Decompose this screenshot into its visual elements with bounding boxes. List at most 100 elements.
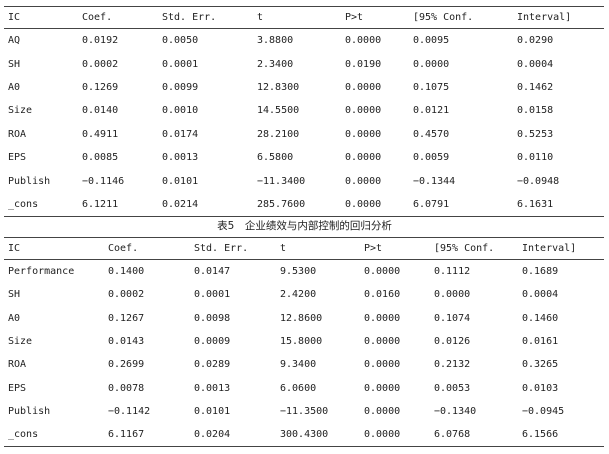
coef-cell: 0.4911: [82, 128, 119, 140]
header-std-err: Std. Err.: [158, 6, 253, 29]
coef-cell: 0.0140: [82, 105, 119, 117]
std-err-cell: 0.0050: [162, 35, 199, 47]
conf-high-cell: 0.0004: [517, 58, 554, 70]
conf-low-cell: 0.1112: [434, 266, 471, 278]
p-cell: 0.0000: [364, 312, 401, 324]
header-conf-high: Interval]: [518, 237, 604, 260]
p-cell: 0.0000: [345, 81, 382, 93]
table-row: ROA 0.2699 0.0289 9.3400 0.0000 0.2132 0…: [4, 353, 604, 376]
row-label: EPS: [8, 152, 27, 164]
table-row: A0 0.1267 0.0098 12.8600 0.0000 0.1074 0…: [4, 307, 604, 330]
conf-high-cell: −0.0948: [517, 175, 560, 187]
conf-high-cell: 0.5253: [517, 128, 554, 140]
t-cell: 3.8800: [257, 35, 294, 47]
coef-cell: 0.2699: [108, 359, 145, 371]
row-label: Size: [8, 336, 33, 348]
std-err-cell: 0.0147: [194, 266, 231, 278]
header-conf-low: [95% Conf.: [430, 237, 518, 260]
row-label: Publish: [8, 405, 51, 417]
row-label: ROA: [8, 128, 27, 140]
conf-high-cell: 0.0103: [522, 382, 559, 394]
coef-cell: 0.0143: [108, 336, 145, 348]
row-label: EPS: [8, 382, 27, 394]
row-label: SH: [8, 58, 21, 70]
coef-cell: 0.0002: [108, 289, 145, 301]
t-cell: 2.4200: [280, 289, 317, 301]
table-row: Publish −0.1146 0.0101 −11.3400 0.0000 −…: [4, 169, 604, 192]
conf-low-cell: 0.0126: [434, 336, 471, 348]
coef-cell: −0.1146: [82, 175, 125, 187]
p-cell: 0.0000: [364, 405, 401, 417]
table-row: Size 0.0143 0.0009 15.8000 0.0000 0.0126…: [4, 330, 604, 353]
conf-low-cell: 6.0791: [409, 192, 513, 218]
header-p: P>t: [360, 237, 430, 260]
table-row: ROA 0.4911 0.0174 28.2100 0.0000 0.4570 …: [4, 123, 604, 146]
table-row: _cons 6.1167 0.0204 300.4300 0.0000 6.07…: [4, 423, 604, 448]
row-label: AQ: [8, 35, 21, 47]
header-t: t: [276, 237, 360, 260]
p-cell: 0.0000: [345, 152, 382, 164]
t-cell: 9.3400: [280, 359, 317, 371]
std-err-cell: 0.0001: [162, 58, 199, 70]
std-err-cell: 0.0098: [194, 312, 231, 324]
row-label: ROA: [8, 359, 27, 371]
t-cell: 285.7600: [253, 192, 341, 218]
row-label: Performance: [8, 266, 75, 278]
table-row: Publish −0.1142 0.0101 −11.3500 0.0000 −…: [4, 400, 604, 423]
header-ic: IC: [4, 237, 104, 260]
std-err-cell: 0.0013: [162, 152, 199, 164]
coef-cell: 6.1167: [104, 423, 190, 448]
t-cell: 12.8300: [257, 81, 300, 93]
table-header-row: IC Coef. Std. Err. t P>t [95% Conf. Inte…: [4, 6, 604, 29]
conf-low-cell: 0.4570: [413, 128, 450, 140]
regression-table-2: IC Coef. Std. Err. t P>t [95% Conf. Inte…: [4, 237, 604, 448]
conf-low-cell: 6.0768: [430, 423, 518, 448]
conf-low-cell: 0.1074: [434, 312, 471, 324]
t-cell: 6.0600: [280, 382, 317, 394]
conf-high-cell: 0.0158: [517, 105, 554, 117]
t-cell: 2.3400: [257, 58, 294, 70]
conf-low-cell: −0.1344: [413, 175, 456, 187]
row-label: Publish: [8, 175, 51, 187]
coef-cell: 6.1211: [78, 192, 158, 218]
std-err-cell: 0.0013: [194, 382, 231, 394]
row-label: SH: [8, 289, 21, 301]
conf-high-cell: 6.1566: [518, 423, 604, 448]
t-cell: −11.3500: [280, 405, 329, 417]
t-cell: 28.2100: [257, 128, 300, 140]
header-conf-high: Interval]: [513, 6, 604, 29]
t-cell: 300.4300: [276, 423, 360, 448]
table-row: A0 0.1269 0.0099 12.8300 0.0000 0.1075 0…: [4, 76, 604, 99]
conf-low-cell: 0.0000: [413, 58, 450, 70]
coef-cell: −0.1142: [108, 405, 151, 417]
header-t: t: [253, 6, 341, 29]
p-cell: 0.0000: [345, 175, 382, 187]
std-err-cell: 0.0099: [162, 81, 199, 93]
t-cell: 6.5800: [257, 152, 294, 164]
p-cell: 0.0000: [341, 192, 409, 218]
conf-high-cell: 0.1462: [517, 81, 554, 93]
row-label: Size: [8, 105, 33, 117]
conf-high-cell: 6.1631: [513, 192, 604, 218]
row-label: A0: [8, 81, 21, 93]
regression-table-1: IC Coef. Std. Err. t P>t [95% Conf. Inte…: [4, 6, 604, 218]
p-cell: 0.0000: [364, 359, 401, 371]
table-row: SH 0.0002 0.0001 2.4200 0.0160 0.0000 0.…: [4, 283, 604, 306]
p-cell: 0.0190: [345, 58, 382, 70]
coef-cell: 0.1269: [82, 81, 119, 93]
header-ic: IC: [4, 6, 78, 29]
conf-low-cell: 0.0095: [413, 35, 450, 47]
coef-cell: 0.1400: [108, 266, 145, 278]
row-label: _cons: [4, 423, 104, 448]
std-err-cell: 0.0101: [194, 405, 231, 417]
std-err-cell: 0.0204: [190, 423, 276, 448]
t-cell: −11.3400: [257, 175, 306, 187]
coef-cell: 0.0085: [82, 152, 119, 164]
p-cell: 0.0000: [360, 423, 430, 448]
conf-low-cell: 0.0000: [434, 289, 471, 301]
table-row: EPS 0.0085 0.0013 6.5800 0.0000 0.0059 0…: [4, 146, 604, 169]
std-err-cell: 0.0174: [162, 128, 199, 140]
table-row: _cons 6.1211 0.0214 285.7600 0.0000 6.07…: [4, 192, 604, 218]
conf-high-cell: −0.0945: [522, 405, 565, 417]
